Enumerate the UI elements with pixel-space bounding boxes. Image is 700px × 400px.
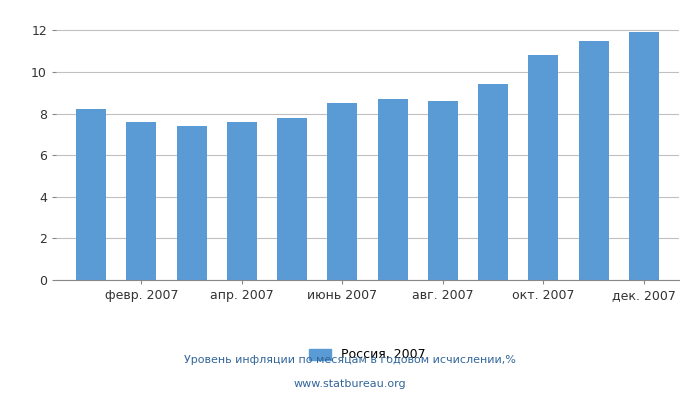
Bar: [478, 84, 508, 280]
Legend: Россия, 2007: Россия, 2007: [304, 344, 431, 366]
Text: www.statbureau.org: www.statbureau.org: [294, 379, 406, 389]
Bar: [578, 41, 609, 280]
Bar: [377, 99, 407, 280]
Bar: [227, 122, 257, 280]
Bar: [428, 101, 458, 280]
Text: Уровень инфляции по месяцам в годовом исчислении,%: Уровень инфляции по месяцам в годовом ис…: [184, 355, 516, 365]
Bar: [528, 55, 559, 280]
Bar: [176, 126, 206, 280]
Bar: [126, 122, 157, 280]
Bar: [328, 103, 358, 280]
Bar: [76, 110, 106, 280]
Bar: [277, 118, 307, 280]
Bar: [629, 32, 659, 280]
